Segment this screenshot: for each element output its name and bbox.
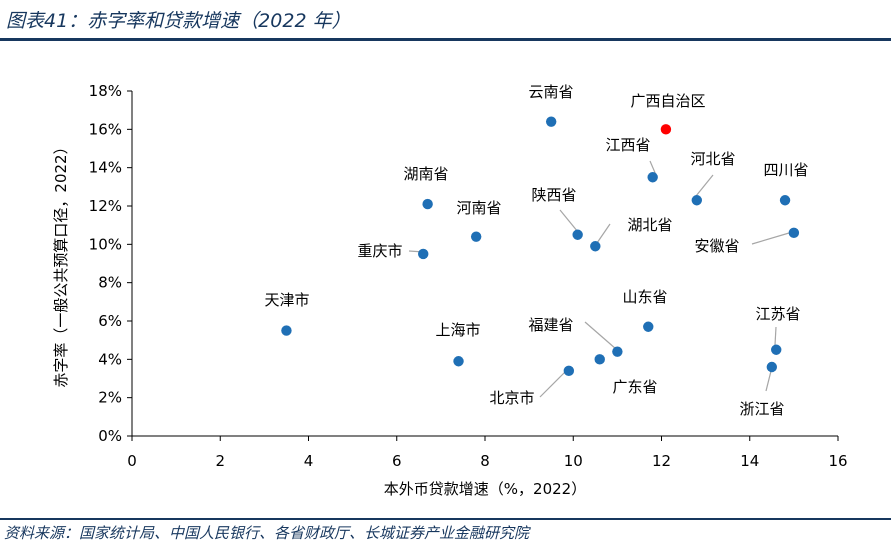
- title-divider: [0, 38, 891, 41]
- data-point: [563, 365, 575, 377]
- x-tick-label: 14: [740, 452, 759, 470]
- leader-line: [596, 223, 611, 244]
- source-divider: [0, 518, 891, 520]
- data-point: [418, 248, 429, 260]
- x-tick-label: 0: [127, 452, 137, 470]
- data-point: [470, 231, 482, 242]
- point-label: 河南省: [456, 199, 501, 217]
- x-tick-label: 10: [564, 452, 583, 470]
- x-tick-label: 16: [828, 452, 847, 470]
- point-label: 云南省: [528, 83, 573, 101]
- y-tick-label: 18%: [89, 82, 122, 100]
- data-point: [771, 344, 782, 355]
- leader-line: [774, 326, 777, 346]
- data-point: [788, 227, 800, 239]
- highlight-point: [660, 124, 672, 135]
- x-tick-label: 8: [480, 452, 490, 470]
- y-tick-label: 6%: [98, 312, 122, 330]
- leader-line: [751, 232, 790, 245]
- data-point: [691, 195, 702, 206]
- scatter-chart: 0% 2% 4% 6% 8% 10% 12% 14% 16% 18% 0 2 4 6 8 10 12 14 16 本外…: [52, 82, 848, 498]
- leader-line: [695, 174, 714, 197]
- data-point: [453, 356, 464, 367]
- leader-line: [539, 370, 567, 398]
- x-tick-label: 2: [215, 452, 225, 470]
- data-point: [281, 325, 292, 336]
- point-label: 湖北省: [627, 216, 672, 234]
- y-tick-label: 16%: [89, 120, 122, 138]
- x-tick-label: 6: [392, 452, 402, 470]
- point-label: 陕西省: [531, 186, 576, 204]
- data-point: [545, 116, 557, 127]
- point-label: 湖南省: [403, 165, 448, 183]
- data-point: [422, 198, 433, 210]
- y-tick-label: 0%: [98, 427, 122, 445]
- data-point: [590, 241, 601, 252]
- y-tick-label: 8%: [98, 274, 122, 292]
- chart-title: 图表41：赤字率和贷款增速（2022 年）: [6, 10, 351, 32]
- y-tick-label: 2%: [98, 389, 122, 407]
- point-label: 福建省: [528, 316, 573, 334]
- y-tick-label: 12%: [89, 197, 122, 215]
- x-axis-title: 本外币贷款增速（%，2022）: [384, 480, 586, 498]
- y-axis-title: 赤字率（一般公共预算口径，2022）: [52, 139, 70, 387]
- leader-line: [765, 370, 772, 392]
- point-label: 四川省: [763, 161, 808, 179]
- source-note: 资料来源：国家统计局、中国人民银行、各省财政厅、长城证券产业金融研究院: [4, 524, 530, 542]
- data-point: [594, 354, 605, 365]
- point-label: 上海市: [435, 321, 480, 339]
- data-point: [643, 321, 654, 332]
- data-point: [612, 346, 623, 357]
- leader-line: [584, 321, 617, 350]
- y-tick-label: 4%: [98, 350, 122, 368]
- point-label: 山东省: [622, 288, 667, 306]
- point-label: 江苏省: [755, 305, 800, 323]
- data-point: [647, 172, 658, 183]
- point-label: 广西自治区: [630, 92, 705, 110]
- point-label: 江西省: [605, 136, 650, 154]
- leader-line: [559, 209, 579, 233]
- data-point: [572, 229, 583, 240]
- point-label: 天津市: [264, 291, 309, 309]
- x-tick-label: 4: [304, 452, 314, 470]
- x-tick-label: 12: [652, 452, 671, 470]
- point-label: 河北省: [690, 150, 735, 168]
- data-point: [779, 195, 791, 206]
- point-label: 广东省: [612, 378, 657, 396]
- point-label: 北京市: [489, 389, 534, 407]
- point-label: 浙江省: [739, 400, 784, 418]
- y-tick-label: 14%: [89, 159, 122, 177]
- point-label: 重庆市: [357, 242, 402, 260]
- y-tick-label: 10%: [89, 235, 122, 253]
- point-label: 安徽省: [694, 237, 739, 255]
- data-point: [766, 361, 778, 373]
